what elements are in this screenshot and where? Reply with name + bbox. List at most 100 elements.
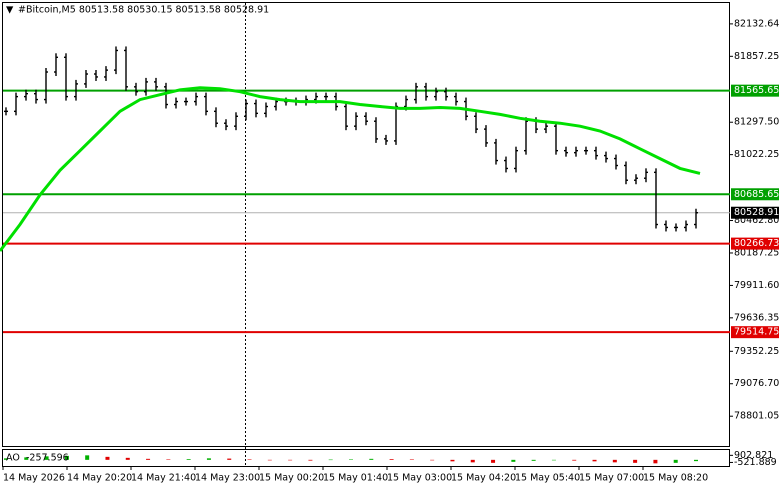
level-label-box xyxy=(731,84,779,97)
ao-bar xyxy=(430,459,435,461)
y-tick-label: 81022.25 xyxy=(734,149,779,160)
x-tick-label: 15 May 01:40 xyxy=(323,473,388,484)
y-tick-label: 79076.70 xyxy=(734,378,779,389)
indicator-tick-label: 902.821 xyxy=(734,450,773,461)
chart-title: #Bitcoin,M5 80513.58 80530.15 80513.58 8… xyxy=(18,5,269,16)
price-bar xyxy=(54,53,58,77)
menu-arrow[interactable]: ▼ xyxy=(6,5,14,16)
y-tick-label: 78801.05 xyxy=(734,411,779,422)
ao-bar xyxy=(450,459,455,462)
y-tick-label: 79911.60 xyxy=(734,280,779,291)
ao-bar xyxy=(4,458,8,460)
x-tick-label: 14 May 20:20 xyxy=(67,473,132,484)
level-label: 79514.75 xyxy=(734,327,779,338)
ao-bar xyxy=(612,459,617,463)
indicator-value: -257.596 xyxy=(26,453,69,464)
price-bar xyxy=(424,82,428,101)
price-bar xyxy=(44,68,48,104)
ao-bar xyxy=(592,459,597,462)
price-bar xyxy=(114,46,118,75)
ao-bar xyxy=(673,459,678,463)
y-tick-label: 82132.64 xyxy=(734,18,779,29)
ao-bar xyxy=(349,459,353,460)
ao-bar xyxy=(511,459,516,462)
current-price-box xyxy=(731,206,779,219)
ao-bar xyxy=(227,458,232,460)
ao-bar xyxy=(572,459,577,461)
ao-bar xyxy=(551,459,556,461)
price-bar xyxy=(434,87,438,101)
x-tick-label: 14 May 21:40 xyxy=(131,473,196,484)
ao-bar xyxy=(328,459,333,461)
ao-bar xyxy=(531,459,536,461)
price-bar xyxy=(104,66,108,81)
price-bar xyxy=(454,92,458,106)
price-bar xyxy=(194,92,198,106)
price-bar xyxy=(544,122,548,134)
main-frame xyxy=(2,2,730,447)
ao-bar xyxy=(389,459,394,460)
price-bar xyxy=(124,46,128,91)
price-bar xyxy=(354,112,358,131)
price-bar xyxy=(654,168,658,229)
ao-bar xyxy=(85,455,90,460)
ao-bar xyxy=(653,459,658,464)
ao-bar xyxy=(288,459,293,461)
x-tick-label: 14 May 2026 xyxy=(3,473,65,484)
y-tick-label: 79636.35 xyxy=(734,312,779,323)
price-bar xyxy=(364,112,368,126)
price-bar xyxy=(384,134,388,145)
ao-bar xyxy=(44,456,49,460)
price-bar xyxy=(674,223,678,232)
ao-bar xyxy=(633,459,638,463)
y-tick-label: 79352.25 xyxy=(734,346,779,357)
price-bar xyxy=(134,82,138,96)
price-bar xyxy=(664,220,668,232)
y-tick-label: 80462.80 xyxy=(734,215,779,226)
x-tick-label: 15 May 00:20 xyxy=(259,473,324,484)
price-bar xyxy=(504,156,508,173)
y-tick-label: 80187.25 xyxy=(734,247,779,258)
level-label: 80266.73 xyxy=(734,238,779,249)
level-label: 81565.65 xyxy=(734,85,779,96)
price-bar xyxy=(474,112,478,134)
price-bar xyxy=(4,107,8,116)
ao-bar xyxy=(206,458,211,460)
ao-bar xyxy=(694,459,698,462)
current-price-label: 80528.91 xyxy=(734,207,779,218)
x-tick-label: 15 May 04:20 xyxy=(451,473,516,484)
ao-bar xyxy=(308,459,313,461)
price-bar xyxy=(174,97,178,109)
y-tick-label: 81857.25 xyxy=(734,51,779,62)
price-bar xyxy=(164,82,168,109)
ao-bar xyxy=(186,459,191,460)
price-bar xyxy=(24,89,28,101)
level-label: 80685.65 xyxy=(734,189,779,200)
y-tick-label: 81297.50 xyxy=(734,117,779,128)
price-bar xyxy=(604,151,608,163)
ao-bar xyxy=(369,458,374,460)
price-bar xyxy=(224,119,228,131)
ao-bar xyxy=(409,459,414,460)
price-bar xyxy=(624,161,628,185)
price-bar xyxy=(254,99,258,118)
level-label-box xyxy=(731,326,779,339)
price-bar xyxy=(564,146,568,157)
ao-bar xyxy=(491,459,496,463)
price-bar xyxy=(414,82,418,104)
indicator-name: AO xyxy=(6,453,20,464)
indicator-frame xyxy=(2,449,730,467)
price-bar xyxy=(234,112,238,131)
price-bar xyxy=(514,146,518,173)
level-label-box xyxy=(731,188,779,201)
price-bar xyxy=(634,174,638,185)
ao-bar xyxy=(146,458,151,460)
price-bar xyxy=(494,138,498,165)
ao-bar xyxy=(247,459,252,460)
price-bar xyxy=(84,70,88,88)
price-bar xyxy=(204,92,208,116)
price-bar xyxy=(594,146,598,160)
price-bar xyxy=(34,89,38,104)
price-bar xyxy=(14,92,18,116)
